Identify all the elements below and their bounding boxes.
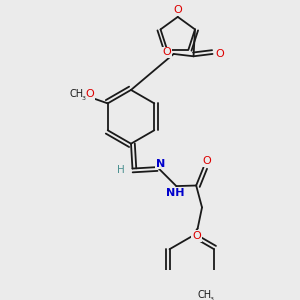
Text: 3: 3 — [82, 96, 86, 101]
Text: O: O — [192, 231, 201, 241]
Text: O: O — [163, 47, 171, 58]
Text: 3: 3 — [209, 297, 213, 300]
Text: CH: CH — [70, 89, 84, 99]
Text: N: N — [156, 159, 165, 169]
Text: H: H — [118, 165, 125, 175]
Text: CH: CH — [197, 290, 212, 300]
Text: O: O — [215, 49, 224, 59]
Text: O: O — [86, 89, 94, 99]
Text: O: O — [202, 156, 211, 166]
Text: NH: NH — [166, 188, 184, 197]
Text: O: O — [173, 5, 182, 15]
